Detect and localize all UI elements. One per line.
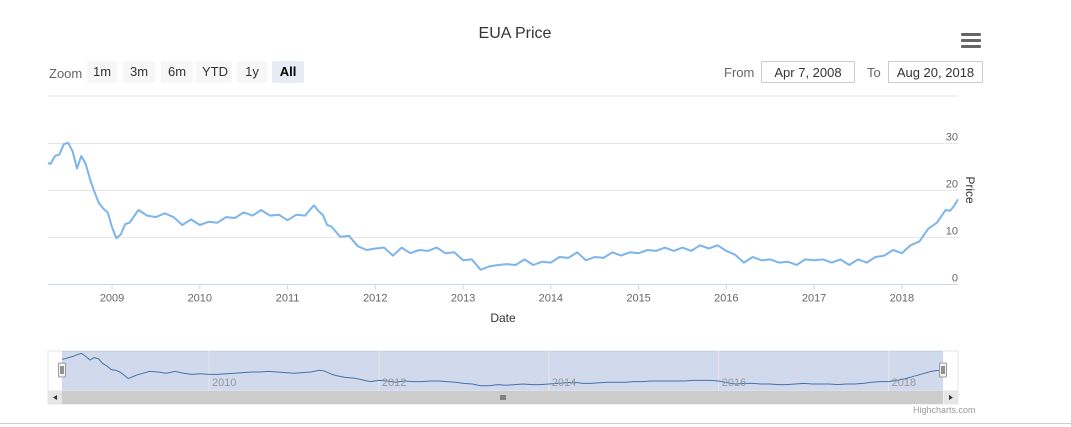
x-tick-label: 2016 (714, 293, 738, 305)
navigator-right-handle[interactable] (939, 362, 947, 378)
x-tick-label: 2012 (363, 293, 387, 305)
arrow-right-icon (949, 395, 953, 400)
zoom-3m-button[interactable]: 3m (123, 61, 155, 83)
y-tick-label: 0 (952, 273, 958, 285)
x-tick-label: 2018 (890, 293, 914, 305)
menu-icon[interactable] (961, 33, 981, 49)
x-tick-label: 2014 (539, 293, 563, 305)
from-label: From (724, 65, 755, 80)
navigator[interactable]: 2010 2012 2014 2016 2018 (47, 350, 959, 392)
navigator-tick-label: 2014 (552, 377, 576, 389)
x-axis: 2009 2010 2011 2012 2013 2014 2015 2016 2017 2018 (100, 284, 914, 305)
from-date-input[interactable]: Apr 7, 2008 (761, 61, 855, 83)
navigator-grid (208, 351, 890, 391)
scrollbar[interactable] (47, 390, 959, 405)
navigator-labels: 2010 2012 2014 2016 2018 (212, 377, 916, 389)
x-tick-label: 2010 (188, 293, 212, 305)
zoom-label: Zoom (49, 66, 83, 81)
navigator-frame (47, 350, 959, 392)
zoom-1y-button[interactable]: 1y (237, 61, 267, 83)
x-tick-label: 2015 (626, 293, 650, 305)
zoom-all-button[interactable]: All (272, 61, 304, 83)
y-axis-title: Price (963, 176, 977, 204)
y-tick-label: 30 (946, 132, 958, 144)
navigator-tick-label: 2012 (382, 377, 406, 389)
arrow-left-icon (53, 395, 57, 400)
zoom-1m-button[interactable]: 1m (87, 61, 117, 83)
x-tick-label: 2011 (276, 293, 300, 305)
chart-title: EUA Price (478, 25, 552, 42)
zoom-6m-button[interactable]: 6m (161, 61, 193, 83)
navigator-tick-label: 2016 (722, 377, 746, 389)
credits-link[interactable]: Highcharts.com (913, 405, 976, 415)
zoom-ytd-button[interactable]: YTD (196, 61, 232, 83)
y-axis: 0 10 20 30 (946, 132, 958, 285)
navigator-left-handle[interactable] (58, 362, 66, 378)
to-label: To (867, 65, 881, 80)
x-axis-title: Date (490, 311, 516, 325)
x-tick-label: 2017 (802, 293, 826, 305)
x-tick-label: 2013 (451, 293, 475, 305)
navigator-tick-label: 2018 (892, 377, 916, 389)
navigator-tick-label: 2010 (212, 377, 236, 389)
series-line (47, 141, 959, 271)
grid-lines (48, 143, 958, 238)
bottom-divider (0, 423, 1071, 424)
x-tick-label: 2009 (100, 293, 124, 305)
to-date-input[interactable]: Aug 20, 2018 (888, 61, 983, 83)
navigator-series-line (61, 352, 944, 387)
y-tick-label: 20 (946, 179, 958, 191)
y-tick-label: 10 (946, 226, 958, 238)
